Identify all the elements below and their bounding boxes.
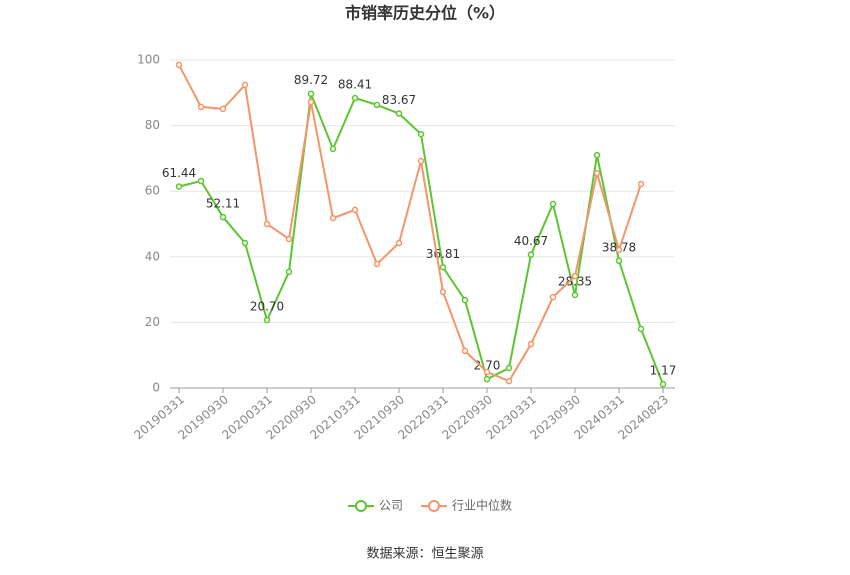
data-label: 1.17 <box>650 364 677 378</box>
point <box>351 94 359 102</box>
data-label: 20.70 <box>250 300 284 314</box>
point <box>461 347 469 355</box>
chart-title: 市销率历史分位（%） <box>345 4 505 23</box>
point <box>659 380 667 388</box>
point <box>263 220 271 228</box>
y-tick-label: 40 <box>145 249 160 263</box>
point <box>615 257 623 265</box>
y-tick-label: 0 <box>152 381 160 395</box>
point <box>263 316 271 324</box>
point <box>351 206 359 214</box>
data-label: 88.41 <box>338 78 372 92</box>
point <box>571 272 579 280</box>
point <box>417 157 425 165</box>
point <box>505 377 513 385</box>
point <box>637 180 645 188</box>
point <box>593 169 601 177</box>
y-tick-label: 60 <box>145 184 160 198</box>
point <box>549 200 557 208</box>
point <box>615 246 623 254</box>
point <box>439 288 447 296</box>
legend-label: 公司 <box>379 499 403 513</box>
point <box>285 268 293 276</box>
point <box>197 177 205 185</box>
point <box>241 81 249 89</box>
point <box>219 105 227 113</box>
source: 数据来源：恒生聚源 <box>366 547 483 562</box>
series-line <box>178 64 642 383</box>
point <box>285 235 293 243</box>
data-label: 61.44 <box>162 166 196 180</box>
point <box>461 296 469 304</box>
point <box>395 110 403 117</box>
point <box>175 61 183 69</box>
point <box>175 183 183 190</box>
point <box>571 291 579 299</box>
point <box>373 260 381 268</box>
point <box>549 293 557 301</box>
legend-marker <box>428 500 441 512</box>
point <box>307 98 315 106</box>
point <box>637 325 645 333</box>
point <box>307 90 315 97</box>
point <box>373 101 381 109</box>
point <box>241 239 249 247</box>
point <box>527 340 535 348</box>
point <box>219 213 227 221</box>
y-tick-label: 100 <box>137 53 160 67</box>
point <box>483 375 491 383</box>
point <box>527 251 535 258</box>
y-tick-label: 80 <box>145 118 160 132</box>
point <box>197 103 205 111</box>
point <box>395 239 403 247</box>
point <box>417 130 425 138</box>
point <box>329 145 337 153</box>
data-label: 36.81 <box>426 247 460 261</box>
point <box>439 264 447 271</box>
data-label: 52.11 <box>206 197 240 211</box>
point <box>329 214 337 222</box>
point <box>593 151 601 159</box>
data-label: 40.67 <box>514 234 548 248</box>
data-label: 83.67 <box>382 93 416 107</box>
y-tick-label: 20 <box>145 315 160 329</box>
point <box>505 364 513 372</box>
legend-label: 行业中位数 <box>452 498 512 513</box>
legend-marker <box>355 500 367 512</box>
data-label: 2.70 <box>474 359 501 373</box>
point <box>483 368 491 376</box>
data-label: 89.72 <box>294 73 328 87</box>
